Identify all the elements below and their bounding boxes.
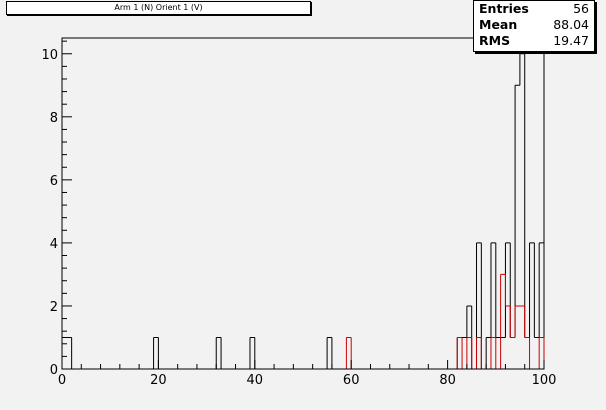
y-tick-label: 10 (41, 48, 58, 63)
y-tick-label: 0 (50, 363, 58, 378)
plot-frame (61, 37, 545, 370)
y-tick-label: 2 (50, 300, 58, 315)
stat-label-rms: RMS (479, 33, 511, 48)
histogram-title: Arm 1 (N) Orient 1 (V) (6, 1, 311, 15)
stat-label-entries: Entries (479, 1, 529, 16)
x-tick-label: 20 (150, 373, 167, 388)
stat-value-rms: 19.47 (553, 33, 589, 48)
y-tick-label: 6 (50, 174, 58, 189)
series-2-outline (345, 273, 545, 369)
y-tick-label: 4 (50, 237, 58, 252)
stat-row-entries: Entries 56 (474, 1, 594, 17)
stat-row-mean: Mean 88.04 (474, 17, 594, 33)
x-tick-label: 60 (343, 373, 360, 388)
stat-row-rms: RMS 19.47 (474, 33, 594, 49)
stat-value-entries: 56 (573, 1, 589, 16)
x-tick-label: 100 (532, 373, 557, 388)
axes: 0 20 40 60 80 100 0 2 4 6 8 10 (41, 38, 556, 388)
stat-label-mean: Mean (479, 17, 518, 32)
stats-box: Entries 56 Mean 88.04 RMS 19.47 (473, 0, 595, 52)
x-tick-label: 40 (247, 373, 264, 388)
y-tick-label: 8 (50, 111, 58, 126)
x-tick-label: 0 (58, 373, 66, 388)
stat-value-mean: 88.04 (553, 17, 589, 32)
x-tick-label: 80 (439, 373, 456, 388)
